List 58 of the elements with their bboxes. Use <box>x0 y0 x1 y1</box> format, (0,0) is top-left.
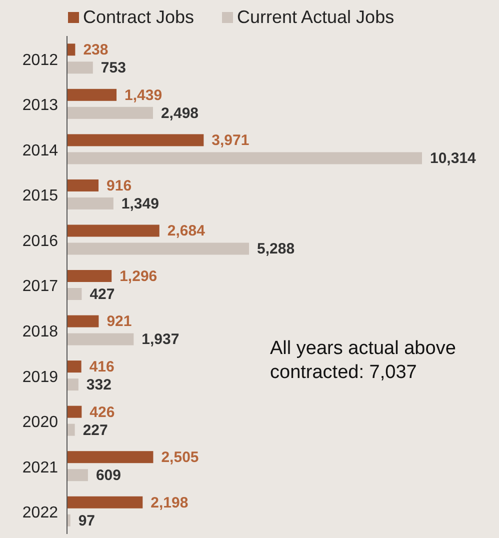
legend-label: Contract Jobs <box>83 6 194 27</box>
bar <box>67 496 143 508</box>
data-label: 2,198 <box>150 494 188 512</box>
bar <box>67 242 250 255</box>
bar <box>67 469 88 482</box>
data-label: 2,684 <box>167 222 206 240</box>
y-tick-label: 2020 <box>22 414 58 432</box>
bar <box>67 134 204 146</box>
bar <box>67 514 70 526</box>
data-label: 5,288 <box>257 240 295 258</box>
bar <box>67 378 78 391</box>
y-tick-label: 2013 <box>22 97 58 114</box>
data-label: 2,498 <box>160 104 199 122</box>
bar <box>67 424 75 436</box>
data-label: 10,314 <box>430 150 477 168</box>
y-tick-label: 2022 <box>22 504 58 522</box>
y-tick-label: 2018 <box>22 323 58 341</box>
data-label: 332 <box>86 376 112 394</box>
legend-label: Current Actual Jobs <box>237 6 394 27</box>
bar <box>67 360 82 373</box>
data-label: 1,296 <box>120 268 158 285</box>
data-label: 609 <box>96 467 121 484</box>
data-label: 427 <box>90 286 115 303</box>
data-label: 753 <box>100 60 126 77</box>
bar <box>67 88 117 101</box>
bar <box>67 152 422 164</box>
data-label: 97 <box>78 512 96 530</box>
bar <box>67 106 153 119</box>
y-tick-label: 2012 <box>22 52 58 69</box>
bar <box>67 406 82 418</box>
data-label: 2,505 <box>161 449 199 466</box>
y-tick-label: 2021 <box>22 459 58 476</box>
bar <box>67 270 112 282</box>
y-tick-label: 2017 <box>22 278 58 296</box>
data-label: 921 <box>106 313 132 330</box>
data-label: 227 <box>82 422 108 439</box>
y-tick-label: 2016 <box>22 232 58 250</box>
y-tick-label: 2015 <box>22 188 58 205</box>
data-label: 1,349 <box>121 195 159 212</box>
bar <box>67 224 160 237</box>
bar <box>67 62 93 74</box>
y-tick-label: 2019 <box>22 368 58 386</box>
data-label: 426 <box>90 404 115 421</box>
data-label: 1,937 <box>142 331 180 348</box>
data-label: 416 <box>89 358 114 376</box>
bar <box>67 315 99 328</box>
data-label: 1,439 <box>124 86 162 104</box>
bar <box>67 451 154 464</box>
y-tick-label: 2014 <box>22 142 58 160</box>
bar <box>67 333 134 346</box>
bar <box>67 179 99 192</box>
data-label: 3,971 <box>212 132 250 150</box>
data-label: 916 <box>106 177 132 194</box>
annotation: All years actual above contracted: 7,037 <box>270 338 456 383</box>
bar <box>67 288 82 300</box>
data-label: 238 <box>83 42 108 59</box>
bar <box>67 44 76 56</box>
bar <box>67 197 114 210</box>
